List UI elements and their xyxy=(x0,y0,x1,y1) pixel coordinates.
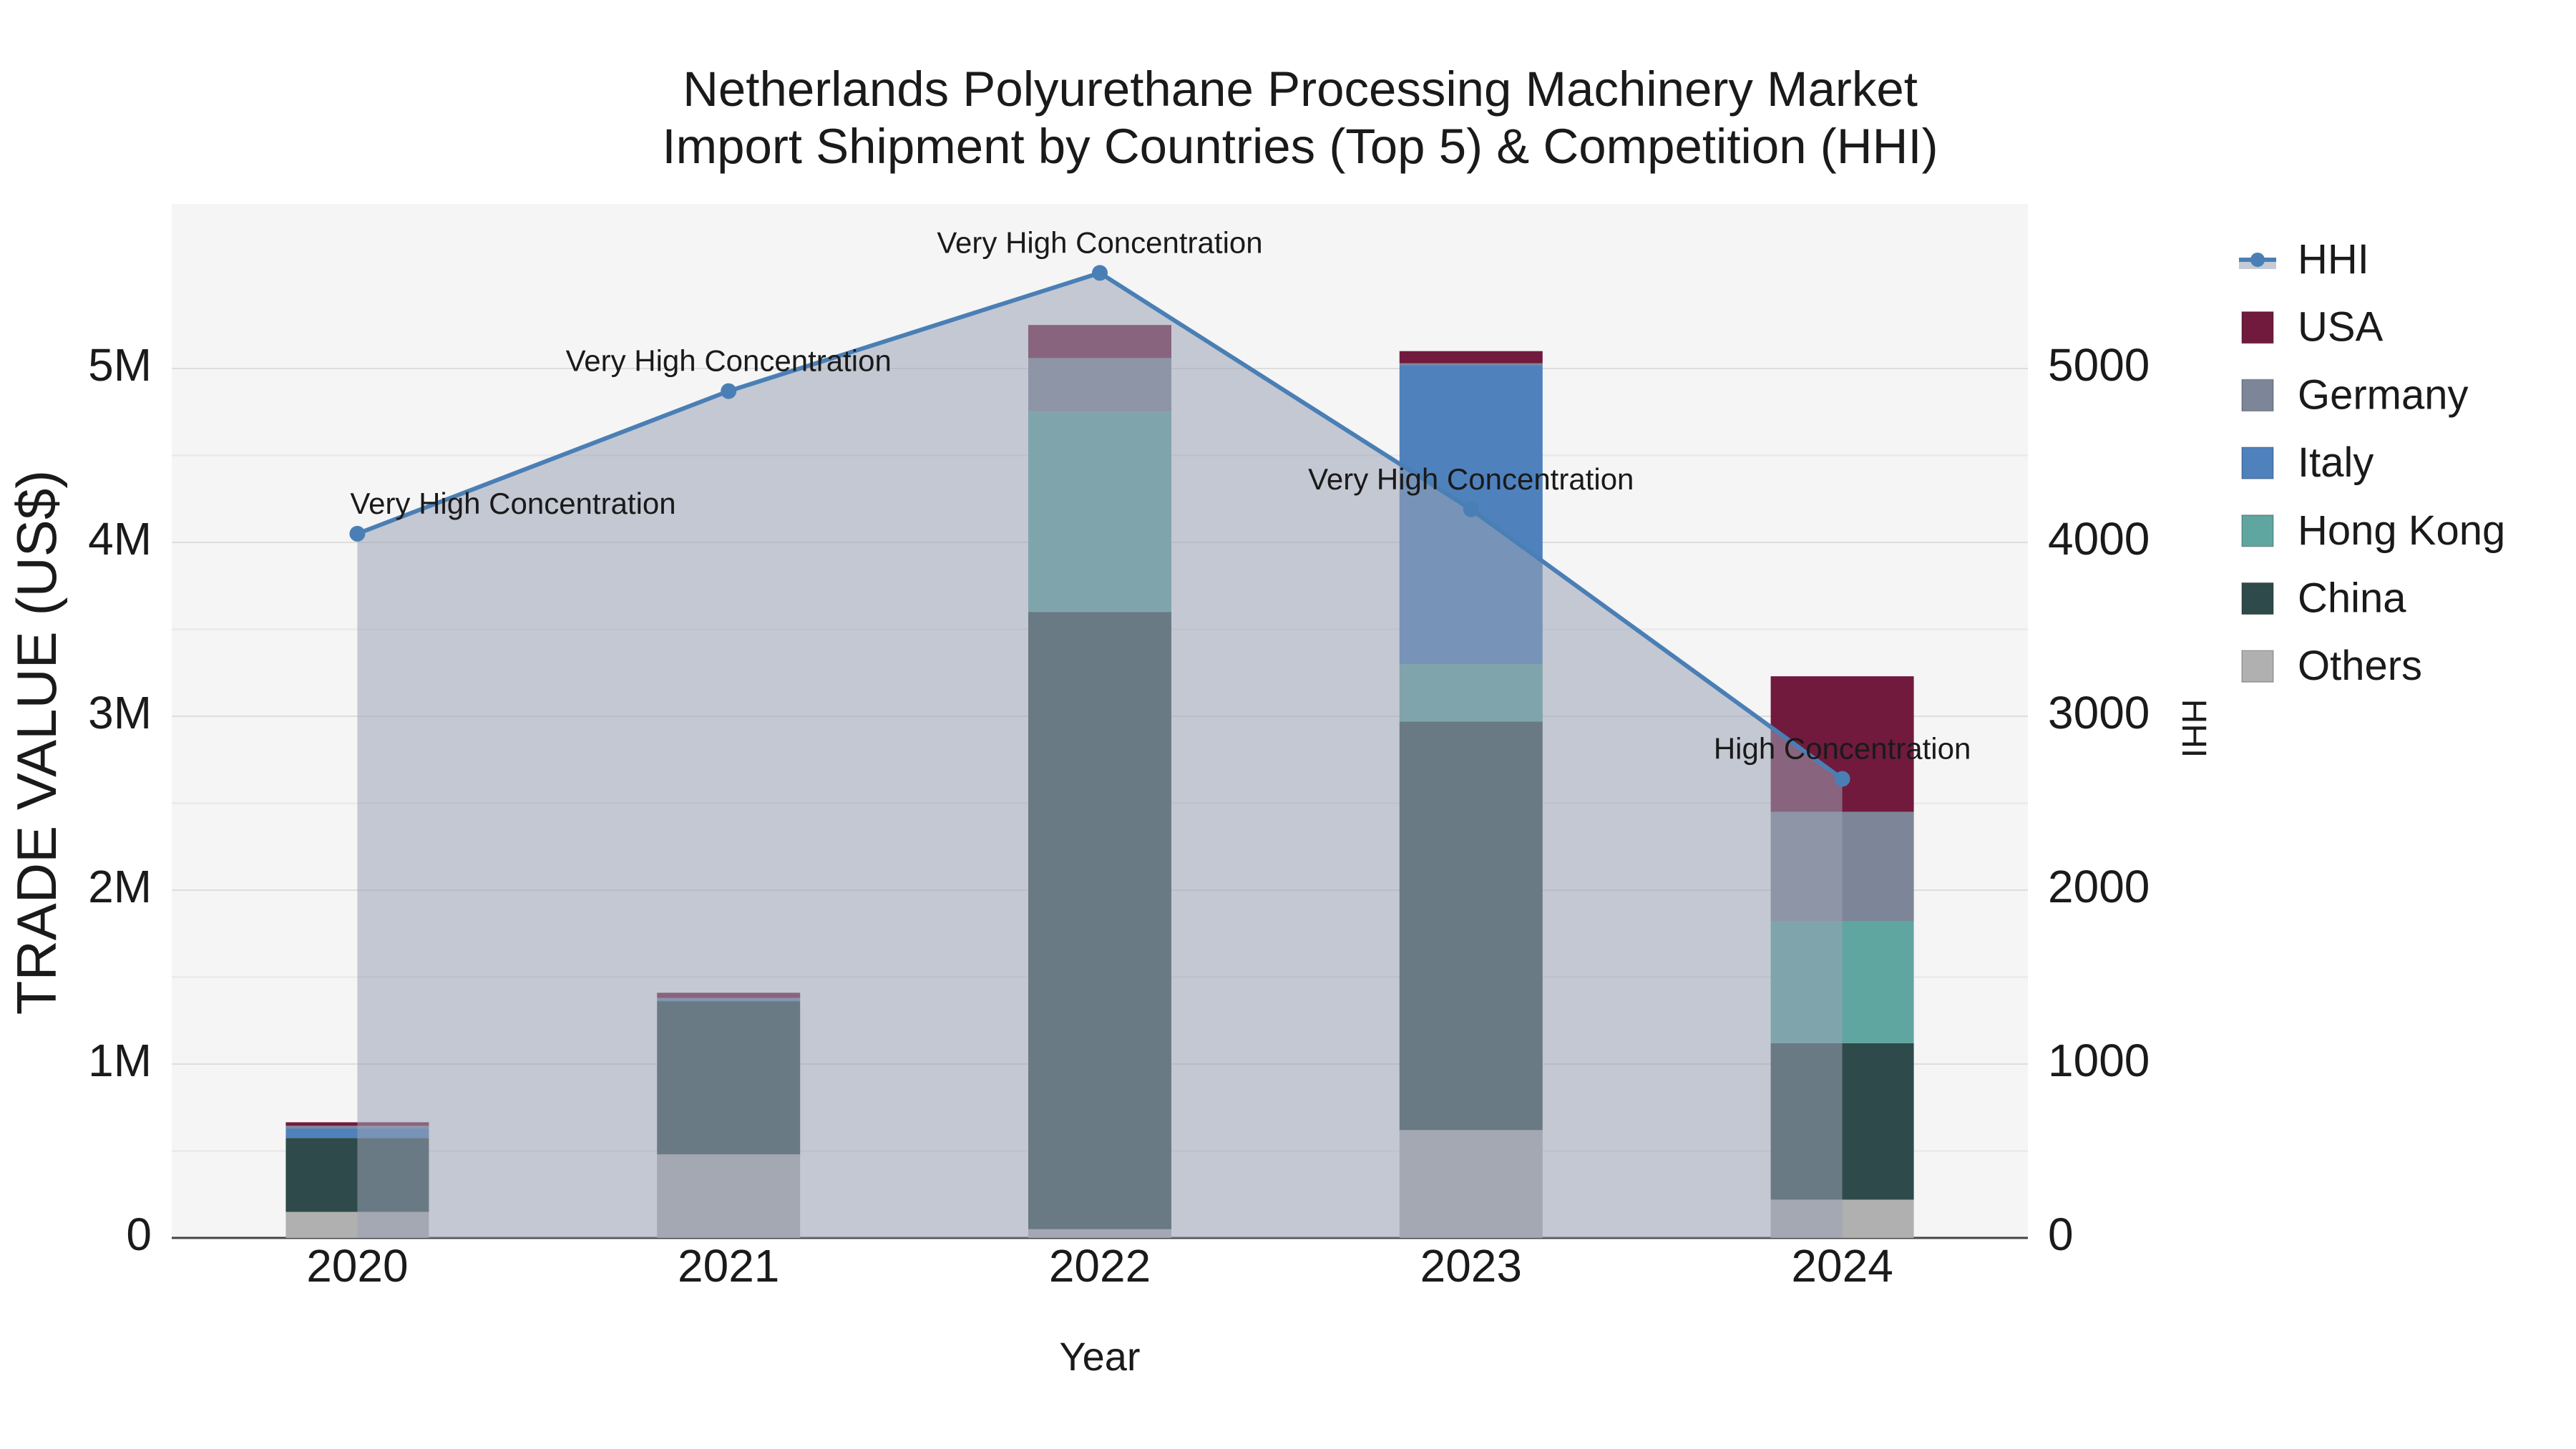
svg-text:4M: 4M xyxy=(88,513,152,565)
svg-text:3000: 3000 xyxy=(2048,687,2150,738)
svg-text:1M: 1M xyxy=(88,1035,152,1086)
svg-text:2020: 2020 xyxy=(306,1240,408,1292)
svg-text:High Concentration: High Concentration xyxy=(1714,732,1971,766)
svg-text:Germany: Germany xyxy=(2298,371,2469,418)
svg-text:USA: USA xyxy=(2298,304,2384,351)
svg-text:Year: Year xyxy=(1059,1334,1140,1379)
svg-text:Very High Concentration: Very High Concentration xyxy=(350,487,675,520)
svg-text:2024: 2024 xyxy=(1791,1240,1893,1292)
svg-text:Hong Kong: Hong Kong xyxy=(2298,507,2505,554)
svg-text:TRADE VALUE (US$): TRADE VALUE (US$) xyxy=(5,470,68,1015)
svg-text:Import Shipment by Countries (: Import Shipment by Countries (Top 5) & C… xyxy=(662,119,1938,174)
svg-text:2023: 2023 xyxy=(1420,1240,1522,1292)
svg-text:2022: 2022 xyxy=(1049,1240,1151,1292)
svg-text:Netherlands Polyurethane Proce: Netherlands Polyurethane Processing Mach… xyxy=(683,62,1918,117)
svg-text:5M: 5M xyxy=(88,339,152,391)
svg-text:Very High Concentration: Very High Concentration xyxy=(1308,462,1634,496)
svg-text:HHI: HHI xyxy=(2175,699,2212,758)
svg-text:2021: 2021 xyxy=(678,1240,779,1292)
svg-text:1000: 1000 xyxy=(2048,1035,2150,1086)
svg-text:0: 0 xyxy=(2048,1209,2074,1260)
svg-text:3M: 3M xyxy=(88,687,152,738)
svg-text:2000: 2000 xyxy=(2048,861,2150,912)
svg-text:5000: 5000 xyxy=(2048,339,2150,391)
svg-text:4000: 4000 xyxy=(2048,513,2150,565)
svg-text:Very High Concentration: Very High Concentration xyxy=(937,225,1262,259)
svg-text:HHI: HHI xyxy=(2298,236,2369,283)
svg-text:2M: 2M xyxy=(88,861,152,912)
svg-text:Italy: Italy xyxy=(2298,439,2373,486)
svg-text:Very High Concentration: Very High Concentration xyxy=(566,344,892,378)
svg-text:Others: Others xyxy=(2298,643,2422,689)
svg-text:0: 0 xyxy=(126,1209,152,1260)
svg-text:China: China xyxy=(2298,575,2406,622)
